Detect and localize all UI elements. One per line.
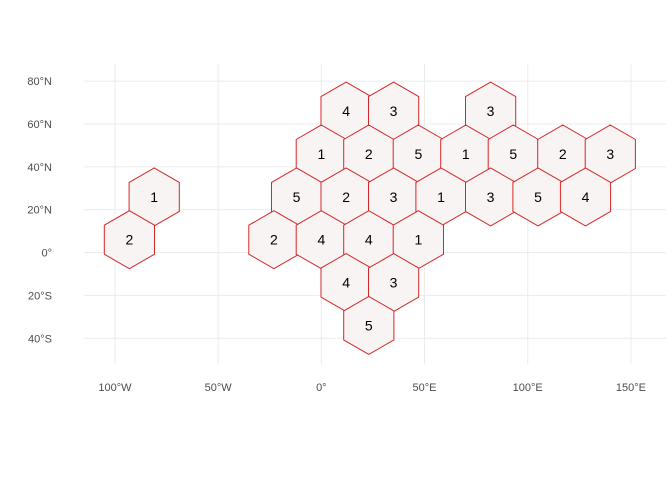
hex-value-label: 5 [365, 317, 373, 333]
hex-value-label: 4 [342, 275, 350, 291]
y-tick-label: 40°N [27, 162, 52, 174]
x-tick-label: 50°E [413, 382, 437, 394]
hex-value-label: 3 [390, 103, 398, 119]
x-tick-label: 100°E [513, 382, 543, 394]
hex-value-label: 1 [437, 189, 445, 205]
y-tick-label: 40°S [28, 333, 52, 345]
hex-value-label: 2 [559, 146, 567, 162]
hex-value-label: 5 [293, 189, 301, 205]
hex-value-label: 4 [582, 189, 590, 205]
hex-value-label: 5 [534, 189, 542, 205]
hex-value-label: 2 [365, 146, 373, 162]
x-axis-tick-labels: 100°W 50°W 0° 50°E 100°E 150°E [98, 382, 646, 394]
hex-value-label: 3 [606, 146, 614, 162]
hex-cells [103, 81, 636, 355]
y-tick-label: 80°N [27, 76, 52, 88]
hex-value-label: 2 [270, 232, 278, 248]
hex-value-label: 4 [342, 103, 350, 119]
hex-value-label: 3 [487, 189, 495, 205]
hex-value-label: 3 [487, 103, 495, 119]
hex-value-label: 5 [509, 146, 517, 162]
hex-value-label: 3 [390, 275, 398, 291]
hex-value-label: 4 [317, 232, 325, 248]
hex-value-label: 2 [342, 189, 350, 205]
x-tick-label: 100°W [98, 382, 132, 394]
hex-value-label: 1 [317, 146, 325, 162]
y-tick-label: 60°N [27, 119, 52, 131]
hex-value-labels: 1 2 4 3 3 1 2 5 1 5 2 3 5 2 3 1 3 5 4 2 4 4 1 4 3 5 [126, 103, 615, 333]
y-tick-label: 20°S [28, 290, 52, 302]
hex-value-label: 4 [365, 232, 373, 248]
hex-cell [559, 167, 612, 227]
y-axis-tick-labels: 40°S 20°S 0° 20°N 40°N 60°N 80°N [27, 76, 52, 345]
hex-cell [103, 210, 155, 270]
x-tick-label: 150°E [616, 382, 646, 394]
y-tick-label: 20°N [27, 205, 52, 217]
hex-cell [343, 295, 395, 355]
y-tick-label: 0° [41, 248, 52, 260]
x-tick-label: 50°W [205, 382, 233, 394]
x-tick-label: 0° [316, 382, 327, 394]
hex-value-label: 5 [414, 146, 422, 162]
hex-value-label: 1 [462, 146, 470, 162]
hex-value-label: 1 [150, 189, 158, 205]
hex-value-label: 2 [126, 232, 134, 248]
hex-value-label: 3 [390, 189, 398, 205]
hex-value-label: 1 [414, 232, 422, 248]
